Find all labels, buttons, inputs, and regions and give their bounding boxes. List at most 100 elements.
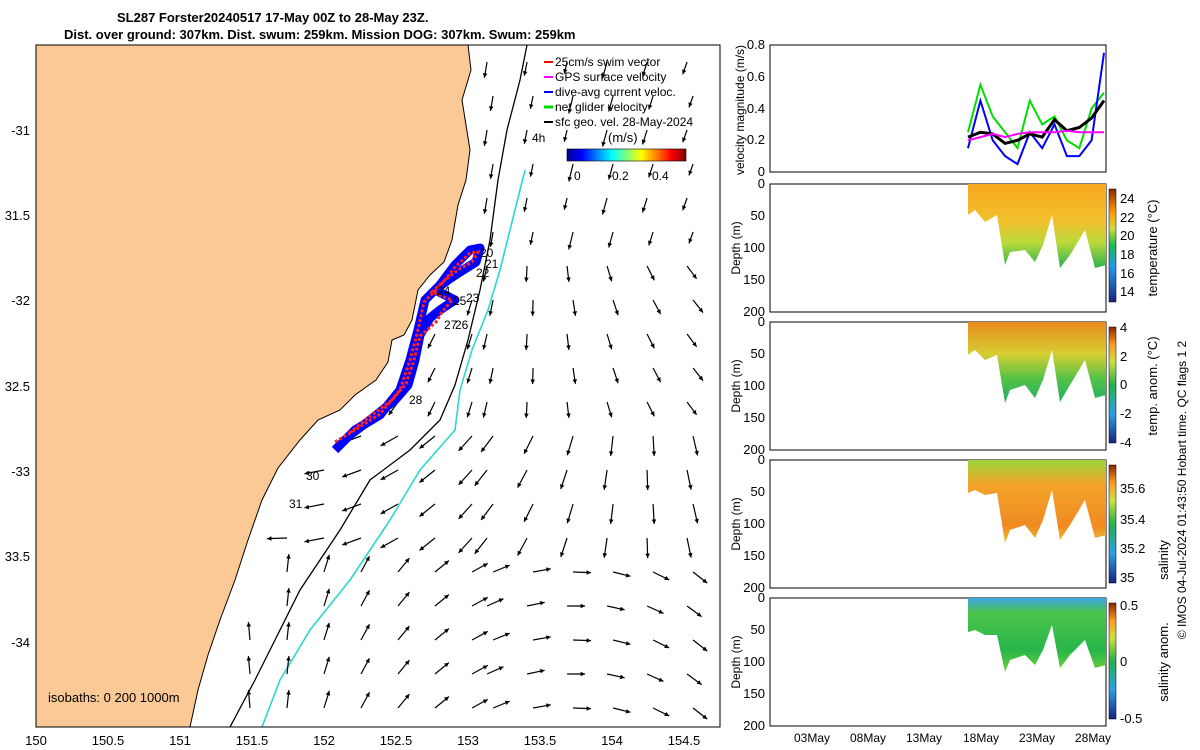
velocity-arrow-head xyxy=(625,641,631,646)
colorbar-tick: 0 xyxy=(574,169,581,183)
velocity-arrow-head xyxy=(419,512,425,517)
velocity-arrow-head xyxy=(482,699,488,704)
cbar-tick: -0.5 xyxy=(1120,711,1142,726)
depth-tick: 100 xyxy=(743,516,765,531)
velocity-arrow-head xyxy=(482,209,488,214)
x-tick-label: 151 xyxy=(169,733,191,748)
velocity-arrow-head xyxy=(651,519,657,524)
depth-tick: 200 xyxy=(743,718,765,733)
velocity-arrow-head xyxy=(444,628,449,634)
velocity-arrow-head xyxy=(645,553,650,558)
velocity-arrow-head xyxy=(427,411,432,417)
cbar-label: salinity anom. xyxy=(1156,622,1171,701)
vel-y-label: velocity magnitude (m/s) xyxy=(733,45,747,175)
velocity-arrow-head xyxy=(388,410,394,415)
velocity-arrow-head xyxy=(325,588,331,594)
cbar-label: temp. anom. (°C) xyxy=(1145,336,1160,435)
velocity-arrow-head xyxy=(602,553,608,558)
legend-entry: 25cm/s swim vector xyxy=(555,55,660,69)
day-label: 27 xyxy=(444,318,458,332)
velocity-arrow-head xyxy=(609,451,614,456)
velocity-arrow-head xyxy=(539,601,545,606)
cbar-tick: 14 xyxy=(1120,284,1134,299)
velocity-arrow-head xyxy=(586,638,591,643)
velocity-arrow-head xyxy=(504,564,510,569)
legend-entry: GPS surface velocity xyxy=(555,70,666,84)
x-tick-label: 150 xyxy=(25,733,47,748)
time-note: 4h xyxy=(532,131,545,145)
velocity-arrow-head xyxy=(572,311,577,316)
velocity-arrow-head xyxy=(482,344,487,350)
cbar-tick: 0 xyxy=(1120,654,1127,669)
salinity-anomaly-section: 0 50 100 150 200 Depth (m) 0.5 0 -0.5 sa… xyxy=(729,590,1171,733)
velocity-arrow-head xyxy=(648,104,653,110)
velocity-arrow-head xyxy=(530,379,535,384)
velocity-arrow-head xyxy=(522,207,528,212)
velocity-arrow-head xyxy=(365,692,370,698)
velocity-arrow-head xyxy=(517,550,522,556)
velocity-arrow-head xyxy=(560,552,565,557)
velocity-arrow-head xyxy=(619,606,625,612)
velocity-arrow-head xyxy=(563,68,568,74)
depth-label: Depth (m) xyxy=(729,497,743,550)
cbar-label: salinity xyxy=(1156,540,1171,580)
glider-track-swim xyxy=(334,250,481,444)
time-tick: 13May xyxy=(906,731,942,745)
velocity-arrow-head xyxy=(342,541,348,546)
day-label: 22 xyxy=(476,266,490,280)
velocity-arrow-head xyxy=(466,310,471,316)
velocity-arrow-head xyxy=(404,592,410,597)
day-label: 24 xyxy=(437,284,451,298)
time-tick: 28May xyxy=(1075,731,1111,745)
velocity-arrow-head xyxy=(522,71,528,76)
velocity-arrow-head xyxy=(608,412,613,418)
velocity-arrow-head xyxy=(458,480,464,485)
depth-tick: 200 xyxy=(743,304,765,319)
depth-tick: 100 xyxy=(743,378,765,393)
velocity-arrow-head xyxy=(546,635,551,640)
velocity-arrow-head xyxy=(325,554,331,560)
salinity-anomaly-colorbar xyxy=(1108,602,1117,720)
velocity-arrow-head xyxy=(481,515,486,520)
cbar-tick: -4 xyxy=(1120,435,1132,450)
time-axis: 03May 08May 13May 18May 23May 28May xyxy=(794,731,1111,745)
velocity-arrow-head xyxy=(566,345,571,350)
velocity-arrow-head xyxy=(529,104,534,109)
velocity-arrow-head xyxy=(682,137,687,143)
velocity-arrow-head xyxy=(482,665,488,670)
velocity-arrow-head xyxy=(524,448,529,454)
velocity-arrow-head xyxy=(380,475,386,480)
cbar-label: temperature (°C) xyxy=(1145,200,1160,297)
depth-tick: 150 xyxy=(743,272,765,287)
velocity-arrow-head xyxy=(482,276,487,282)
velocity-arrow-head xyxy=(658,609,664,614)
velocity-arrow-head xyxy=(601,73,606,79)
velocity-arrow-head xyxy=(474,548,480,554)
velocity-arrow-head xyxy=(664,575,670,580)
velocity-arrow-head xyxy=(560,484,565,489)
cbar-tick: 16 xyxy=(1120,266,1134,281)
velocity-arrow-head xyxy=(504,632,510,637)
velocity-arrow-head xyxy=(466,344,471,350)
depth-tick: 50 xyxy=(751,622,765,637)
temp-anomaly-colorbar xyxy=(1108,326,1117,444)
velocity-arrow-head xyxy=(482,73,488,78)
cbar-tick: 35 xyxy=(1120,570,1134,585)
velocity-arrow-head xyxy=(498,598,504,603)
velocity-arrow-head xyxy=(365,556,370,562)
temperature-field xyxy=(968,184,1106,268)
cbar-tick: 35.6 xyxy=(1120,481,1145,496)
velocity-arrow-head xyxy=(482,412,487,418)
velocity-arrow-head xyxy=(380,441,386,446)
velocity-arrow-head xyxy=(702,646,708,652)
velocity-arrow-head xyxy=(682,205,687,211)
depth-tick: 200 xyxy=(743,580,765,595)
velocity-arrow-head xyxy=(444,560,449,566)
velocity-arrow-head xyxy=(474,480,480,486)
temperature-colorbar xyxy=(1108,188,1117,303)
day-label: 21 xyxy=(485,257,499,271)
cbar-tick: 20 xyxy=(1120,228,1134,243)
salinity-colorbar xyxy=(1108,464,1117,584)
velocity-arrow-head xyxy=(286,656,291,661)
